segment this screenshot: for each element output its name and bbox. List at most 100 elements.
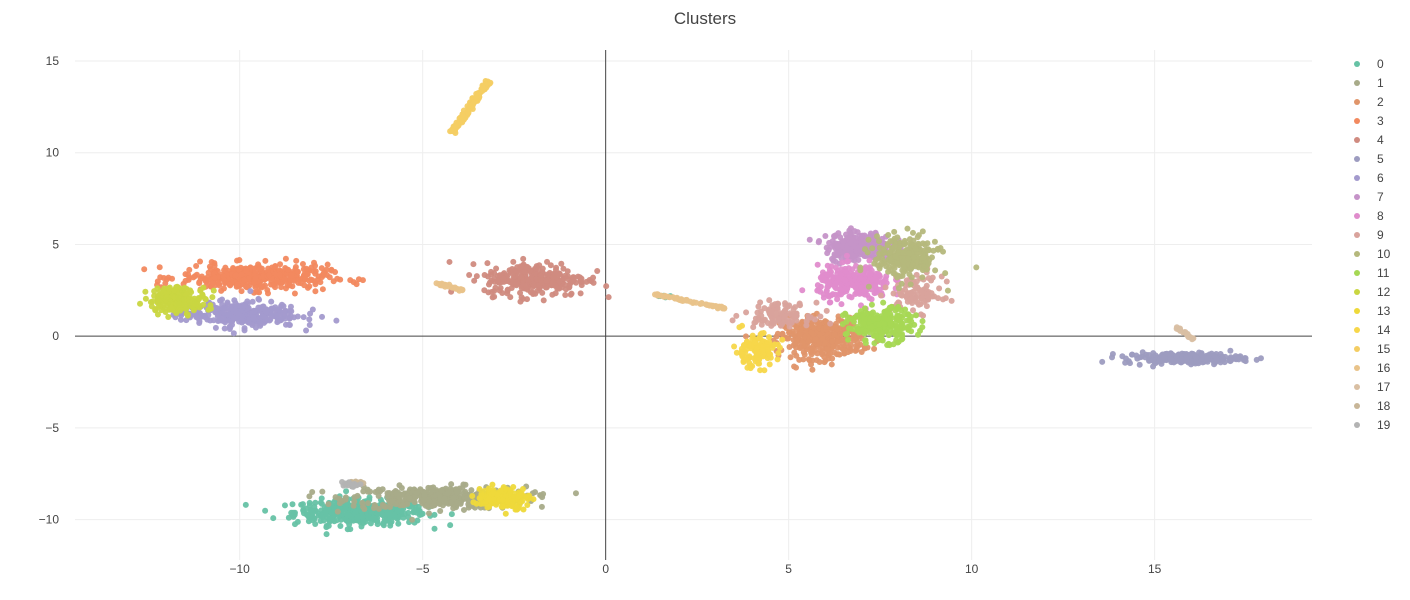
- data-point: [682, 297, 689, 304]
- legend-item-6[interactable]: 6: [1354, 171, 1384, 185]
- data-point: [925, 296, 932, 303]
- data-point: [339, 497, 346, 504]
- data-point: [492, 284, 499, 291]
- data-point: [1173, 358, 1180, 365]
- data-point: [345, 512, 352, 519]
- data-point: [885, 232, 892, 239]
- data-point: [476, 495, 483, 502]
- data-point: [1150, 357, 1157, 364]
- data-point: [318, 500, 325, 507]
- data-point: [811, 316, 818, 323]
- data-point: [431, 511, 438, 518]
- data-point: [224, 299, 231, 306]
- data-point: [412, 494, 419, 501]
- legend-item-10[interactable]: 10: [1354, 247, 1391, 261]
- legend-item-15[interactable]: 15: [1354, 342, 1391, 356]
- legend-item-18[interactable]: 18: [1354, 399, 1391, 413]
- data-point: [729, 317, 736, 324]
- data-point: [464, 109, 471, 116]
- data-point: [192, 312, 199, 319]
- data-point: [755, 303, 762, 310]
- data-point: [300, 506, 307, 513]
- data-point: [250, 314, 257, 321]
- data-point: [282, 285, 289, 292]
- data-point: [942, 295, 949, 302]
- data-point: [484, 260, 491, 267]
- data-point: [448, 511, 455, 518]
- data-point: [905, 325, 912, 332]
- legend-item-16[interactable]: 16: [1354, 361, 1391, 375]
- data-point: [887, 320, 894, 327]
- legend-item-4[interactable]: 4: [1354, 133, 1384, 147]
- data-point: [430, 484, 437, 491]
- legend-item-0[interactable]: 0: [1354, 57, 1384, 71]
- legend-label: 13: [1377, 304, 1391, 318]
- data-point: [872, 315, 879, 322]
- data-point: [481, 271, 488, 278]
- data-point: [899, 320, 906, 327]
- data-point: [799, 339, 806, 346]
- data-point: [303, 265, 310, 272]
- data-point: [182, 277, 189, 284]
- data-point: [278, 301, 285, 308]
- legend-item-12[interactable]: 12: [1354, 285, 1391, 299]
- data-point: [186, 299, 193, 306]
- data-point: [409, 504, 416, 511]
- data-point: [200, 284, 207, 291]
- data-point: [920, 254, 927, 261]
- legend-item-7[interactable]: 7: [1354, 190, 1384, 204]
- data-point: [494, 272, 501, 279]
- data-point: [910, 307, 917, 314]
- series-15: [447, 77, 494, 137]
- legend-item-13[interactable]: 13: [1354, 304, 1391, 318]
- legend-item-2[interactable]: 2: [1354, 95, 1384, 109]
- data-point: [834, 338, 841, 345]
- data-point: [880, 246, 887, 253]
- legend-item-1[interactable]: 1: [1354, 76, 1384, 90]
- data-point: [359, 503, 366, 510]
- data-point: [379, 486, 386, 493]
- data-point: [1160, 354, 1167, 361]
- data-point: [487, 79, 494, 86]
- data-point: [293, 257, 300, 264]
- x-tick-label: 0: [602, 562, 609, 576]
- data-point: [332, 494, 339, 501]
- data-point: [925, 275, 932, 282]
- legend-item-14[interactable]: 14: [1354, 323, 1391, 337]
- legend-item-8[interactable]: 8: [1354, 209, 1384, 223]
- data-point: [829, 338, 836, 345]
- legend-item-11[interactable]: 11: [1354, 266, 1390, 280]
- data-point: [785, 335, 792, 342]
- legend-item-17[interactable]: 17: [1354, 380, 1391, 394]
- data-point: [834, 344, 841, 351]
- data-point: [911, 321, 918, 328]
- data-point: [409, 516, 416, 523]
- data-point: [152, 306, 159, 313]
- data-point: [873, 233, 880, 240]
- legend-item-3[interactable]: 3: [1354, 114, 1384, 128]
- data-point: [861, 232, 868, 239]
- data-point: [781, 313, 788, 320]
- legend-marker: [1354, 80, 1360, 86]
- data-point: [347, 277, 354, 284]
- data-point: [193, 263, 200, 270]
- data-point: [226, 281, 233, 288]
- data-point: [364, 488, 371, 495]
- legend-label: 16: [1377, 361, 1391, 375]
- data-point: [721, 305, 728, 312]
- data-point: [856, 329, 863, 336]
- data-point: [583, 278, 590, 285]
- data-point: [1184, 330, 1191, 337]
- data-point: [157, 274, 164, 281]
- data-point: [847, 240, 854, 247]
- legend-item-19[interactable]: 19: [1354, 418, 1391, 432]
- data-point: [828, 263, 835, 270]
- data-point: [425, 510, 432, 517]
- legend-item-9[interactable]: 9: [1354, 228, 1384, 242]
- y-tick-label: −10: [39, 513, 60, 527]
- data-point: [900, 268, 907, 275]
- data-point: [743, 309, 750, 316]
- legend-item-5[interactable]: 5: [1354, 152, 1384, 166]
- data-point: [842, 310, 849, 317]
